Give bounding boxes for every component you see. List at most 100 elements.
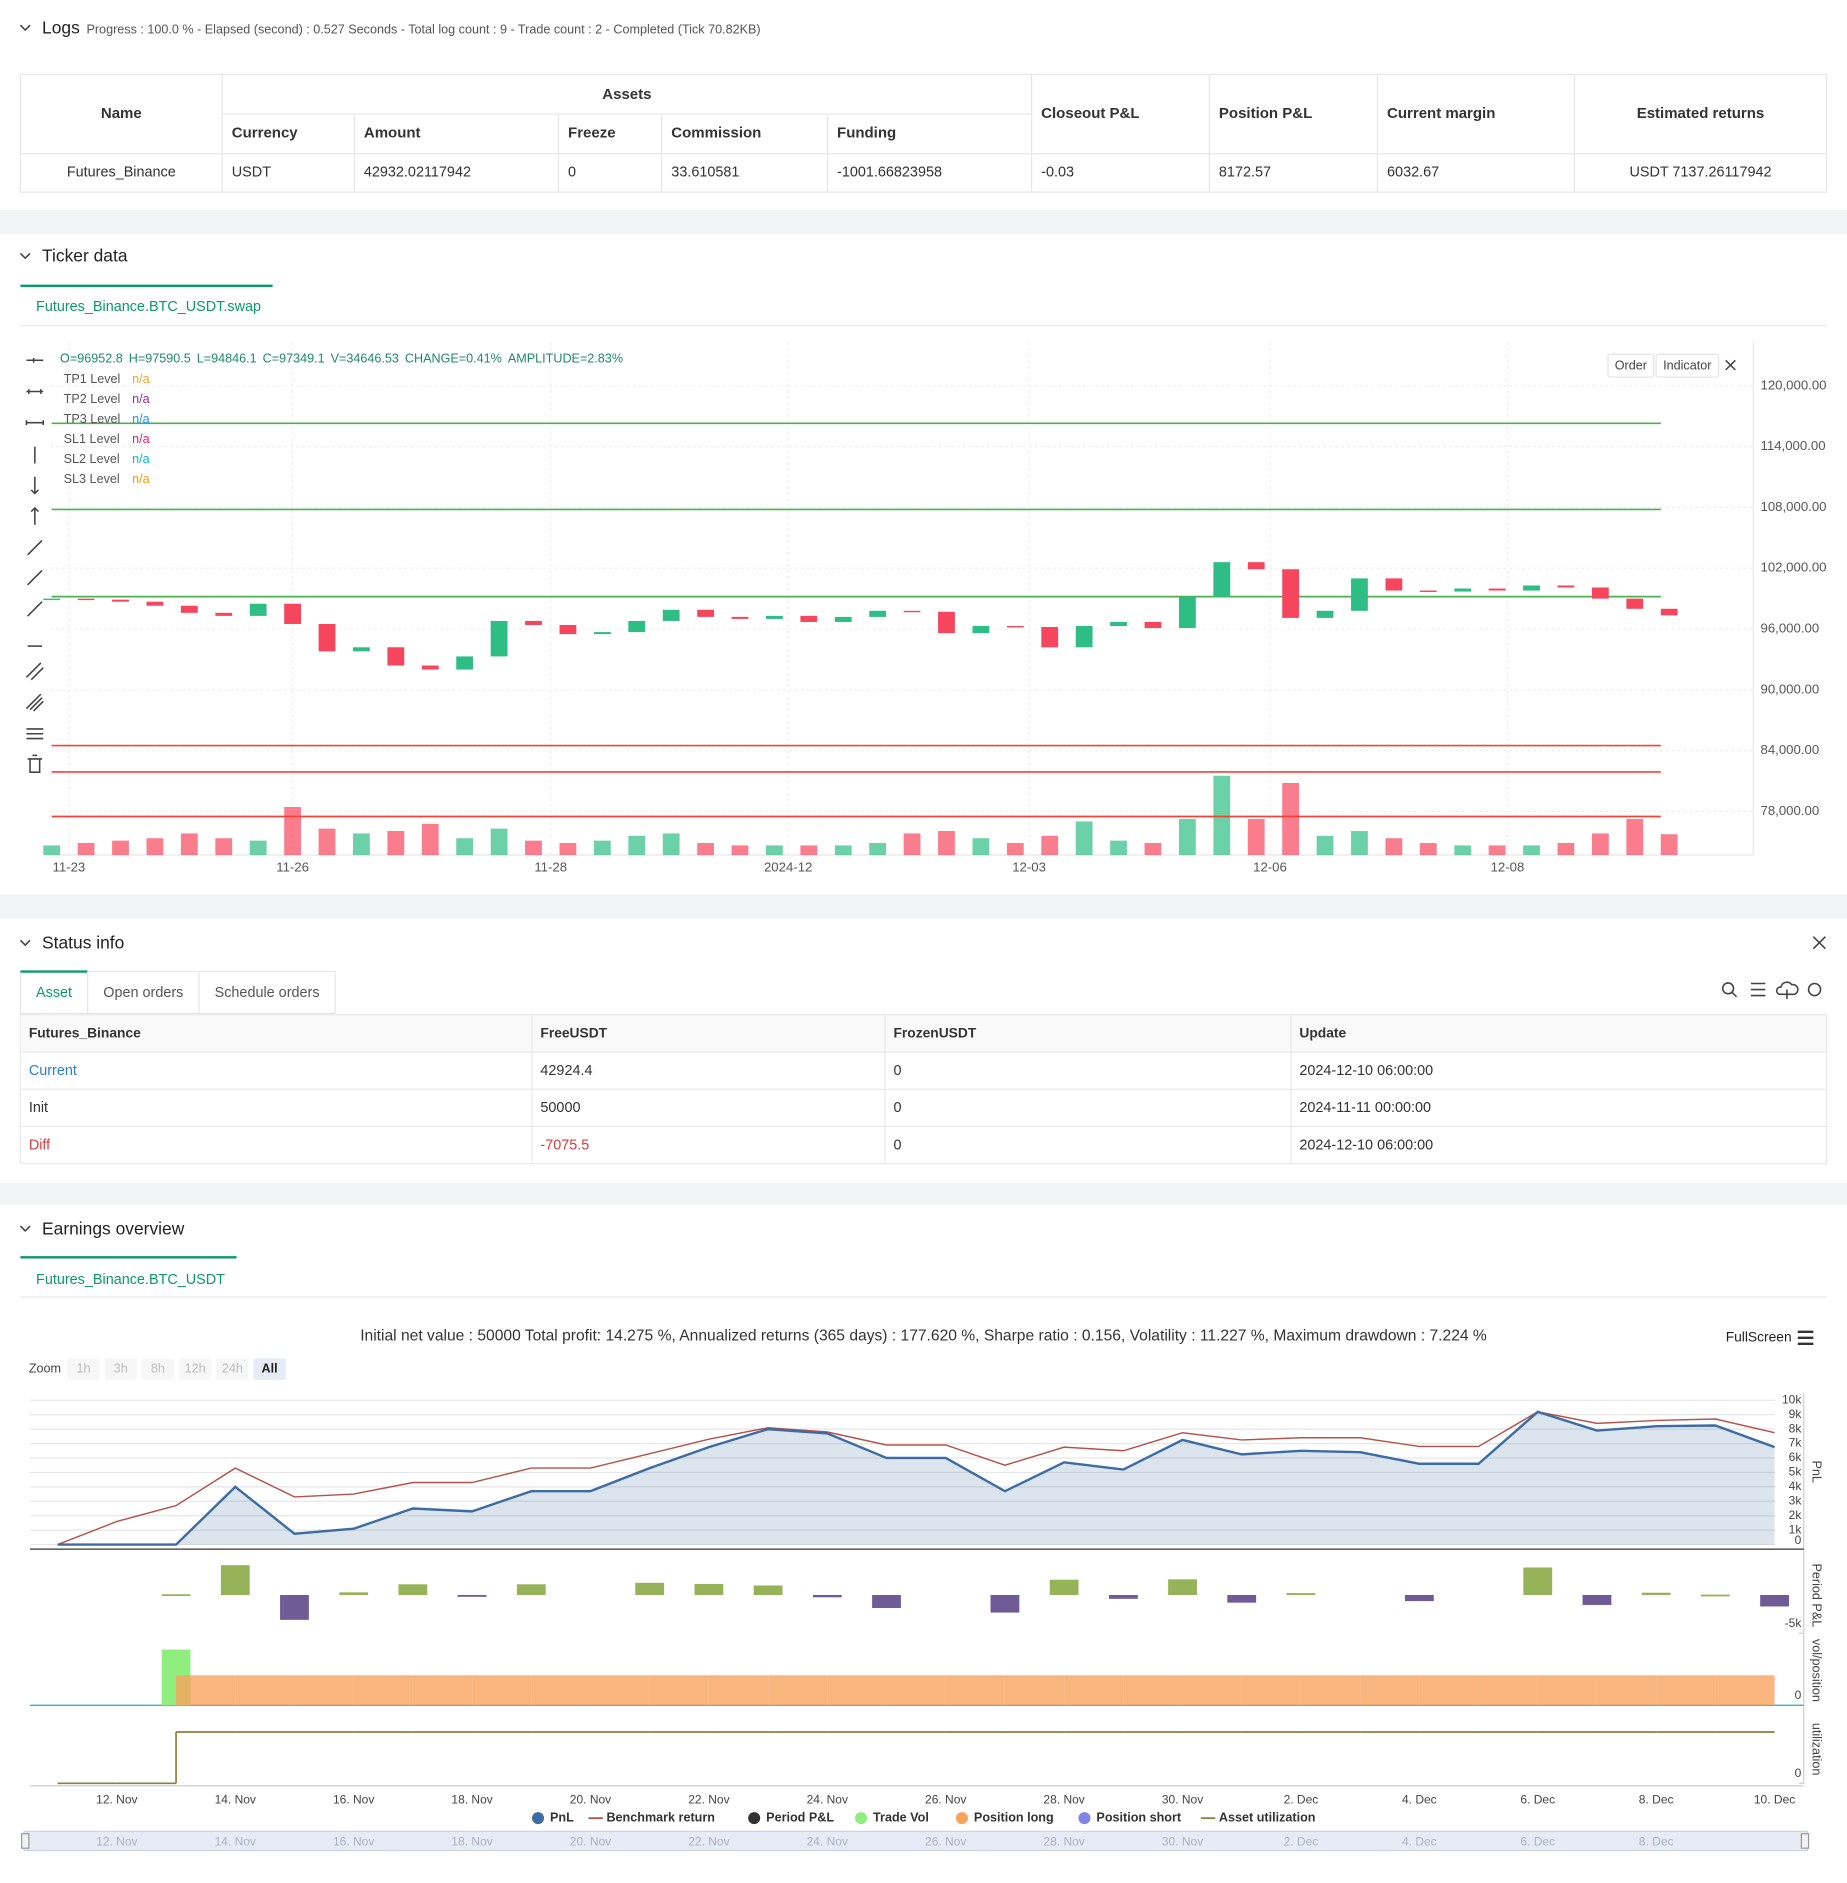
ohlc-value: L=94846.1 (197, 351, 257, 365)
tab[interactable]: Open orders (87, 970, 200, 1015)
order-button[interactable] (1607, 353, 1655, 378)
drawing-toolbar (25, 357, 45, 773)
volume-bar (1419, 843, 1437, 856)
candle (697, 609, 714, 617)
candle (284, 603, 301, 624)
navigator-label: 22. Nov (688, 1834, 729, 1848)
tab-box[interactable] (87, 970, 200, 1015)
zoom-button[interactable] (216, 1358, 249, 1380)
section-title: Logs (42, 17, 80, 37)
tab-box[interactable] (198, 970, 336, 1015)
columns-icon[interactable] (1750, 982, 1766, 997)
legend-label[interactable]: Position short (1096, 1810, 1181, 1824)
tool-icon[interactable] (27, 539, 43, 556)
navigator-handle[interactable] (21, 1833, 30, 1849)
collapse-icon[interactable] (19, 1225, 31, 1233)
menu-icon[interactable] (1797, 1330, 1814, 1345)
zoom-button[interactable] (141, 1358, 175, 1380)
tool-icon[interactable] (30, 476, 39, 495)
zoom-button[interactable] (104, 1358, 137, 1380)
candle (146, 601, 164, 606)
legend-label[interactable]: PnL (550, 1810, 574, 1824)
indicator-button-label[interactable]: Indicator (1663, 359, 1711, 373)
order-button-label[interactable]: Order (1615, 359, 1647, 373)
column (1168, 1579, 1197, 1596)
position-area (1064, 1675, 1124, 1706)
tool-icon[interactable] (27, 754, 43, 773)
tab[interactable]: Asset (19, 970, 89, 1015)
legend-label[interactable]: Trade Vol (873, 1810, 929, 1824)
collapse-icon[interactable] (19, 939, 31, 947)
y-tick-label: 9k (1789, 1407, 1803, 1421)
zoom-button-label[interactable]: 3h (114, 1361, 128, 1375)
table-cell: 0 (568, 165, 576, 181)
fullscreen-button[interactable]: FullScreen (1726, 1328, 1792, 1344)
legend-symbol (532, 1812, 545, 1825)
column (1286, 1593, 1316, 1596)
tab-box[interactable] (19, 970, 89, 1015)
column (753, 1585, 783, 1596)
legend-label[interactable]: Asset utilization (1219, 1810, 1316, 1824)
tab-label[interactable]: Open orders (103, 985, 183, 1001)
position-area (1656, 1675, 1716, 1706)
tab[interactable]: Schedule orders (198, 970, 336, 1015)
tool-icon[interactable] (30, 506, 39, 525)
zoom-button-label[interactable]: 1h (76, 1361, 90, 1375)
legend-label: SL2 Level (64, 452, 120, 466)
position-area (886, 1675, 946, 1706)
tab[interactable]: Futures_Binance.BTC_USDT (36, 1272, 225, 1288)
position-area (294, 1675, 354, 1706)
tool-icon[interactable] (25, 420, 45, 426)
zoom-button-label[interactable]: 24h (222, 1361, 243, 1375)
volume-bar (1626, 819, 1644, 856)
column (1227, 1595, 1257, 1603)
y-tick-label: 102,000.00 (1761, 560, 1827, 575)
tool-icon[interactable] (25, 693, 44, 712)
zoom-button-label[interactable]: 12h (185, 1361, 206, 1375)
candle (559, 624, 577, 635)
tab[interactable]: Futures_Binance.BTC_USDT.swap (36, 299, 261, 315)
legend-label[interactable]: Period P&L (766, 1810, 834, 1824)
settings-icon[interactable] (1807, 982, 1822, 997)
candle (1385, 578, 1403, 591)
zoom-button[interactable] (253, 1358, 286, 1380)
table-tools (1721, 981, 1822, 1000)
search-icon[interactable] (1731, 991, 1738, 998)
zoom-button[interactable] (67, 1358, 100, 1380)
tool-icon[interactable] (27, 569, 43, 586)
legend-label[interactable]: Position long (974, 1810, 1054, 1824)
position-area (531, 1675, 591, 1706)
tab-label[interactable]: Schedule orders (215, 985, 320, 1001)
legend-status: n/a (132, 452, 150, 466)
download-icon[interactable] (1775, 981, 1799, 1000)
column (1700, 1594, 1730, 1597)
candle (456, 656, 474, 670)
volume-bar (903, 833, 921, 856)
x-tick-label: 26. Nov (925, 1792, 966, 1806)
axis-title: utilization (1809, 1723, 1823, 1776)
legend-label: TP2 Level (64, 392, 121, 406)
column-header: Estimated returns (1637, 105, 1765, 122)
expand-icon[interactable] (1812, 936, 1826, 950)
x-tick-label: 20. Nov (570, 1792, 611, 1806)
zoom-button[interactable] (178, 1358, 212, 1380)
tool-icon[interactable] (27, 601, 43, 617)
tool-icon[interactable] (26, 389, 44, 394)
x-tick-label: 24. Nov (807, 1792, 848, 1806)
tab-label[interactable]: Asset (36, 985, 72, 1001)
collapse-icon[interactable] (19, 24, 31, 32)
ohlc-value: O=96952.8 (60, 351, 123, 365)
tool-icon[interactable] (25, 662, 44, 681)
indicator-button[interactable] (1655, 353, 1720, 378)
search-icon[interactable] (1721, 982, 1735, 995)
expand-icon[interactable] (1725, 359, 1736, 371)
legend-label[interactable]: Benchmark return (606, 1810, 714, 1824)
zoom-button-label[interactable]: All (262, 1361, 278, 1375)
navigator-label: 20. Nov (570, 1834, 611, 1848)
navigator-label: 26. Nov (925, 1834, 966, 1848)
navigator-handle[interactable] (1800, 1833, 1810, 1849)
tool-icon[interactable] (26, 728, 44, 740)
collapse-icon[interactable] (19, 252, 31, 260)
zoom-button-label[interactable]: 8h (151, 1361, 165, 1375)
tool-icon[interactable] (26, 357, 44, 363)
